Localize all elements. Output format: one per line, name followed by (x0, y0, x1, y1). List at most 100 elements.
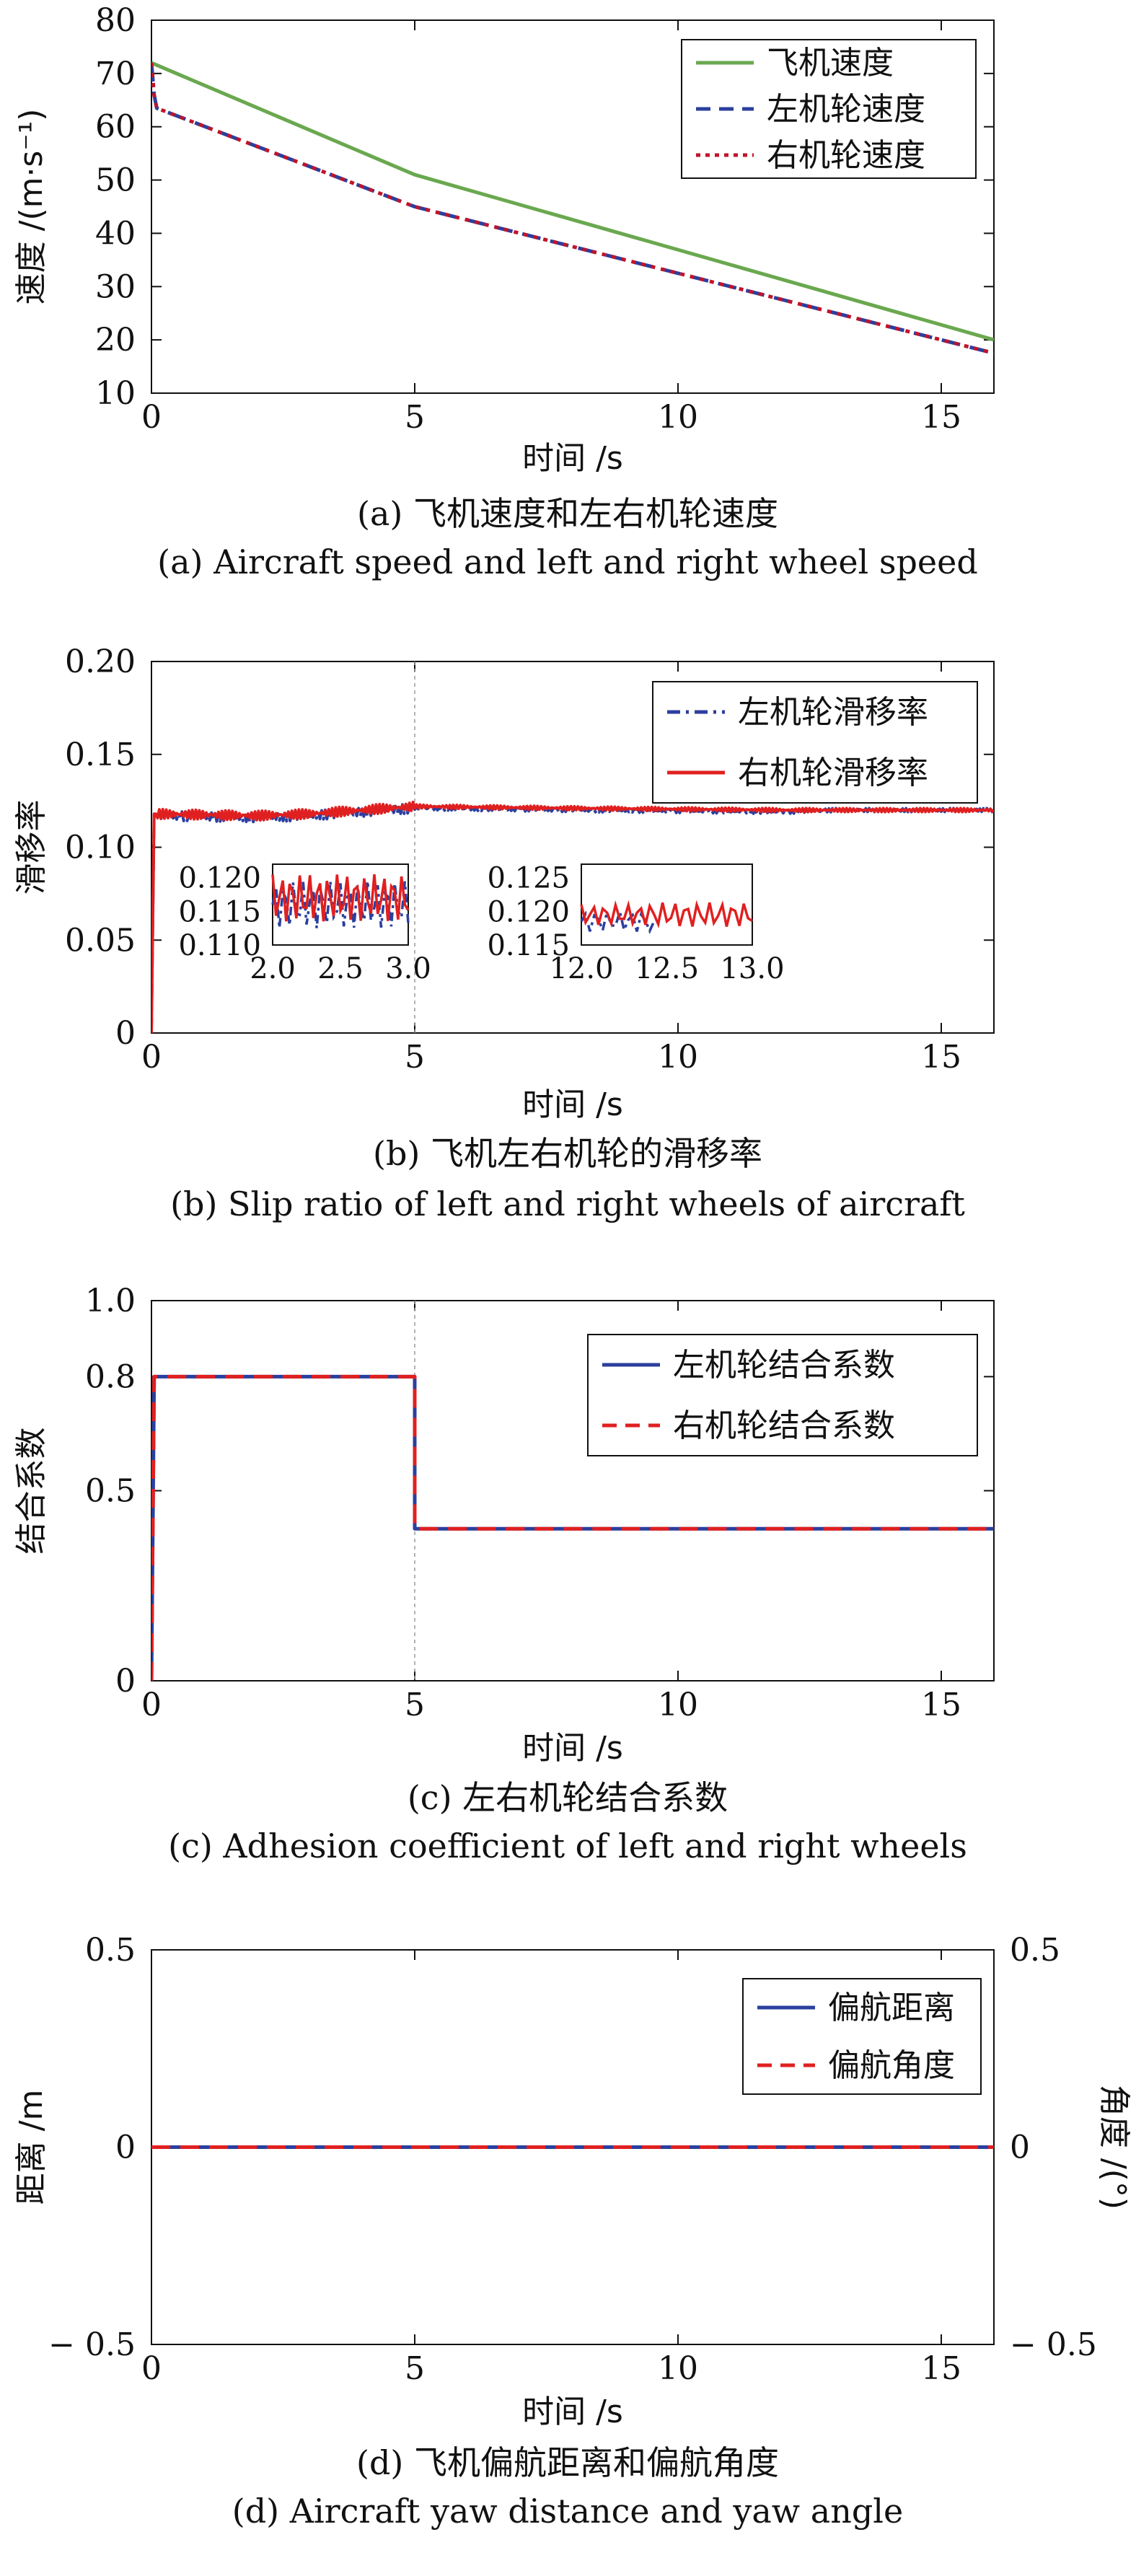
inset-frame (581, 863, 753, 946)
x-tick-label: 10 (658, 399, 698, 436)
caption-english: (c) Adhesion coefficient of left and rig… (168, 1827, 967, 1865)
x-tick-label: 0 (141, 399, 162, 436)
x-tick-label: 15 (921, 1687, 961, 1723)
series-line-a-0 (151, 61, 994, 342)
y-tick-label: 20 (95, 322, 136, 359)
y-tick-label: 60 (95, 109, 136, 146)
y-tick-label: 70 (95, 56, 136, 92)
x-tick-label: 10 (658, 2350, 698, 2387)
inset-y-tick-label: 0.125 (487, 862, 570, 895)
inset-y-tick-label: 0.115 (487, 929, 570, 962)
inset-y-tick-label: 0.110 (178, 929, 261, 962)
x-tick-label: 10 (658, 1687, 698, 1723)
y-axis-label: 滑移率 (13, 800, 50, 895)
legend-label: 左机轮速度 (767, 91, 925, 128)
legend-label: 偏航角度 (828, 2047, 955, 2084)
inset-x-tick-label: 3.0 (385, 952, 431, 985)
inset-x-tick-label: 12.5 (635, 952, 699, 985)
legend-label: 左机轮结合系数 (673, 1347, 895, 1384)
panel-d: 0 5 10 15− 0.500.5− 0.500.5时间 /s距离 /m 角度 /(°… (13, 1932, 1132, 2531)
y-tick-label: 40 (95, 215, 136, 252)
legend-box (587, 1334, 978, 1456)
y-tick-label: 1.0 (85, 1283, 136, 1319)
x-tick-label: 15 (921, 399, 961, 436)
panel-b: 0 5 10 15 0 0.05 0.10 0.15 0.20 时间 /s 滑移率 2.0 2.5 3.0… (13, 643, 995, 1223)
y-tick-label: 0.5 (85, 1473, 136, 1510)
y-right-tick-label: 0 (1010, 2129, 1030, 2166)
caption-chinese: (a) 飞机速度和左右机轮速度 (357, 494, 778, 533)
y-tick-label: 0.8 (85, 1358, 136, 1395)
caption-english: (b) Slip ratio of left and right wheels … (170, 1184, 965, 1223)
y-tick-label: 0 (115, 2129, 136, 2166)
inset-series-1 (271, 874, 410, 922)
legend-label: 偏航距离 (828, 1990, 955, 2026)
x-tick-label: 5 (405, 1039, 425, 1076)
y-tick-label: 30 (95, 268, 136, 305)
y-tick-label: 0.20 (65, 643, 136, 680)
inset-x-tick-label: 2.5 (317, 952, 364, 985)
y-right-tick-label: 0.5 (1010, 1932, 1060, 1969)
y-tick-label: 50 (95, 162, 136, 199)
y-tick-label: 0.05 (65, 922, 136, 959)
x-tick-label: 15 (921, 2350, 961, 2387)
inset-y-tick-label: 0.120 (487, 895, 570, 928)
series-line-a-1 (151, 62, 994, 356)
y-tick-label: 0.15 (65, 737, 136, 773)
caption-chinese: (c) 左右机轮结合系数 (408, 1778, 728, 1817)
y-tick-label: 10 (95, 375, 136, 412)
x-tick-label: 0 (141, 1687, 162, 1723)
y-tick-label: 0.10 (65, 830, 136, 866)
legend-label: 飞机速度 (767, 45, 894, 82)
y-axis-label: 结合系数 (13, 1428, 50, 1555)
series-line-a-2 (151, 62, 994, 356)
series-line-c-1 (151, 1374, 994, 1681)
inset-series-0 (580, 907, 659, 935)
y-tick-label: − 0.5 (48, 2326, 136, 2363)
x-axis-label: 时间 /s (522, 440, 623, 477)
y-tick-label: 0 (115, 1663, 136, 1700)
series-line-b-1 (151, 800, 994, 1033)
x-tick-label: 10 (658, 1039, 698, 1076)
caption-chinese: (d) 飞机偏航距离和偏航角度 (356, 2443, 779, 2482)
legend-label: 右机轮滑移率 (738, 755, 928, 791)
x-axis-label: 时间 /s (522, 1086, 623, 1123)
x-tick-label: 0 (141, 1039, 162, 1076)
y-right-tick-label: − 0.5 (1010, 2326, 1097, 2363)
y-right-axis-label: 角度 /(°) (1096, 2085, 1132, 2210)
x-tick-label: 5 (405, 2350, 425, 2387)
inset-x-tick-label: 13.0 (720, 952, 784, 985)
y-axis-label: 距离 /m (13, 2090, 50, 2205)
inset-y-tick-label: 0.115 (178, 895, 261, 928)
x-tick-label: 5 (405, 1687, 425, 1723)
legend-label: 左机轮滑移率 (738, 694, 928, 731)
y-tick-label: 0 (115, 1015, 136, 1052)
x-axis-label: 时间 /s (522, 1730, 623, 1767)
legend-box (652, 681, 978, 804)
legend-box (742, 1978, 982, 2095)
legend-label: 右机轮速度 (767, 137, 925, 174)
x-tick-label: 5 (405, 399, 425, 436)
inset-x-tick-label: 2.0 (250, 952, 296, 985)
y-tick-label: 80 (95, 2, 136, 39)
inset-y-tick-label: 0.120 (178, 862, 261, 895)
y-axis-label: 速度 /(m·s⁻¹) (13, 109, 50, 305)
caption-english: (a) Aircraft speed and left and right wh… (157, 542, 978, 581)
inset-x-tick-label: 12.0 (549, 952, 613, 985)
legend-label: 右机轮结合系数 (673, 1407, 895, 1444)
y-tick-label: 0.5 (85, 1932, 136, 1969)
x-tick-label: 0 (141, 2350, 162, 2387)
caption-chinese: (b) 飞机左右机轮的滑移率 (373, 1134, 762, 1173)
panel-a: 0 5 10 15 10 20 30 40 50 60 70 80 时间 /s 速度 /(m·s⁻¹) 飞机… (13, 2, 995, 581)
inset-series-1 (580, 900, 753, 928)
x-axis-label: 时间 /s (522, 2393, 623, 2430)
caption-english: (d) Aircraft yaw distance and yaw angle (232, 2492, 903, 2531)
x-tick-label: 15 (921, 1039, 961, 1076)
